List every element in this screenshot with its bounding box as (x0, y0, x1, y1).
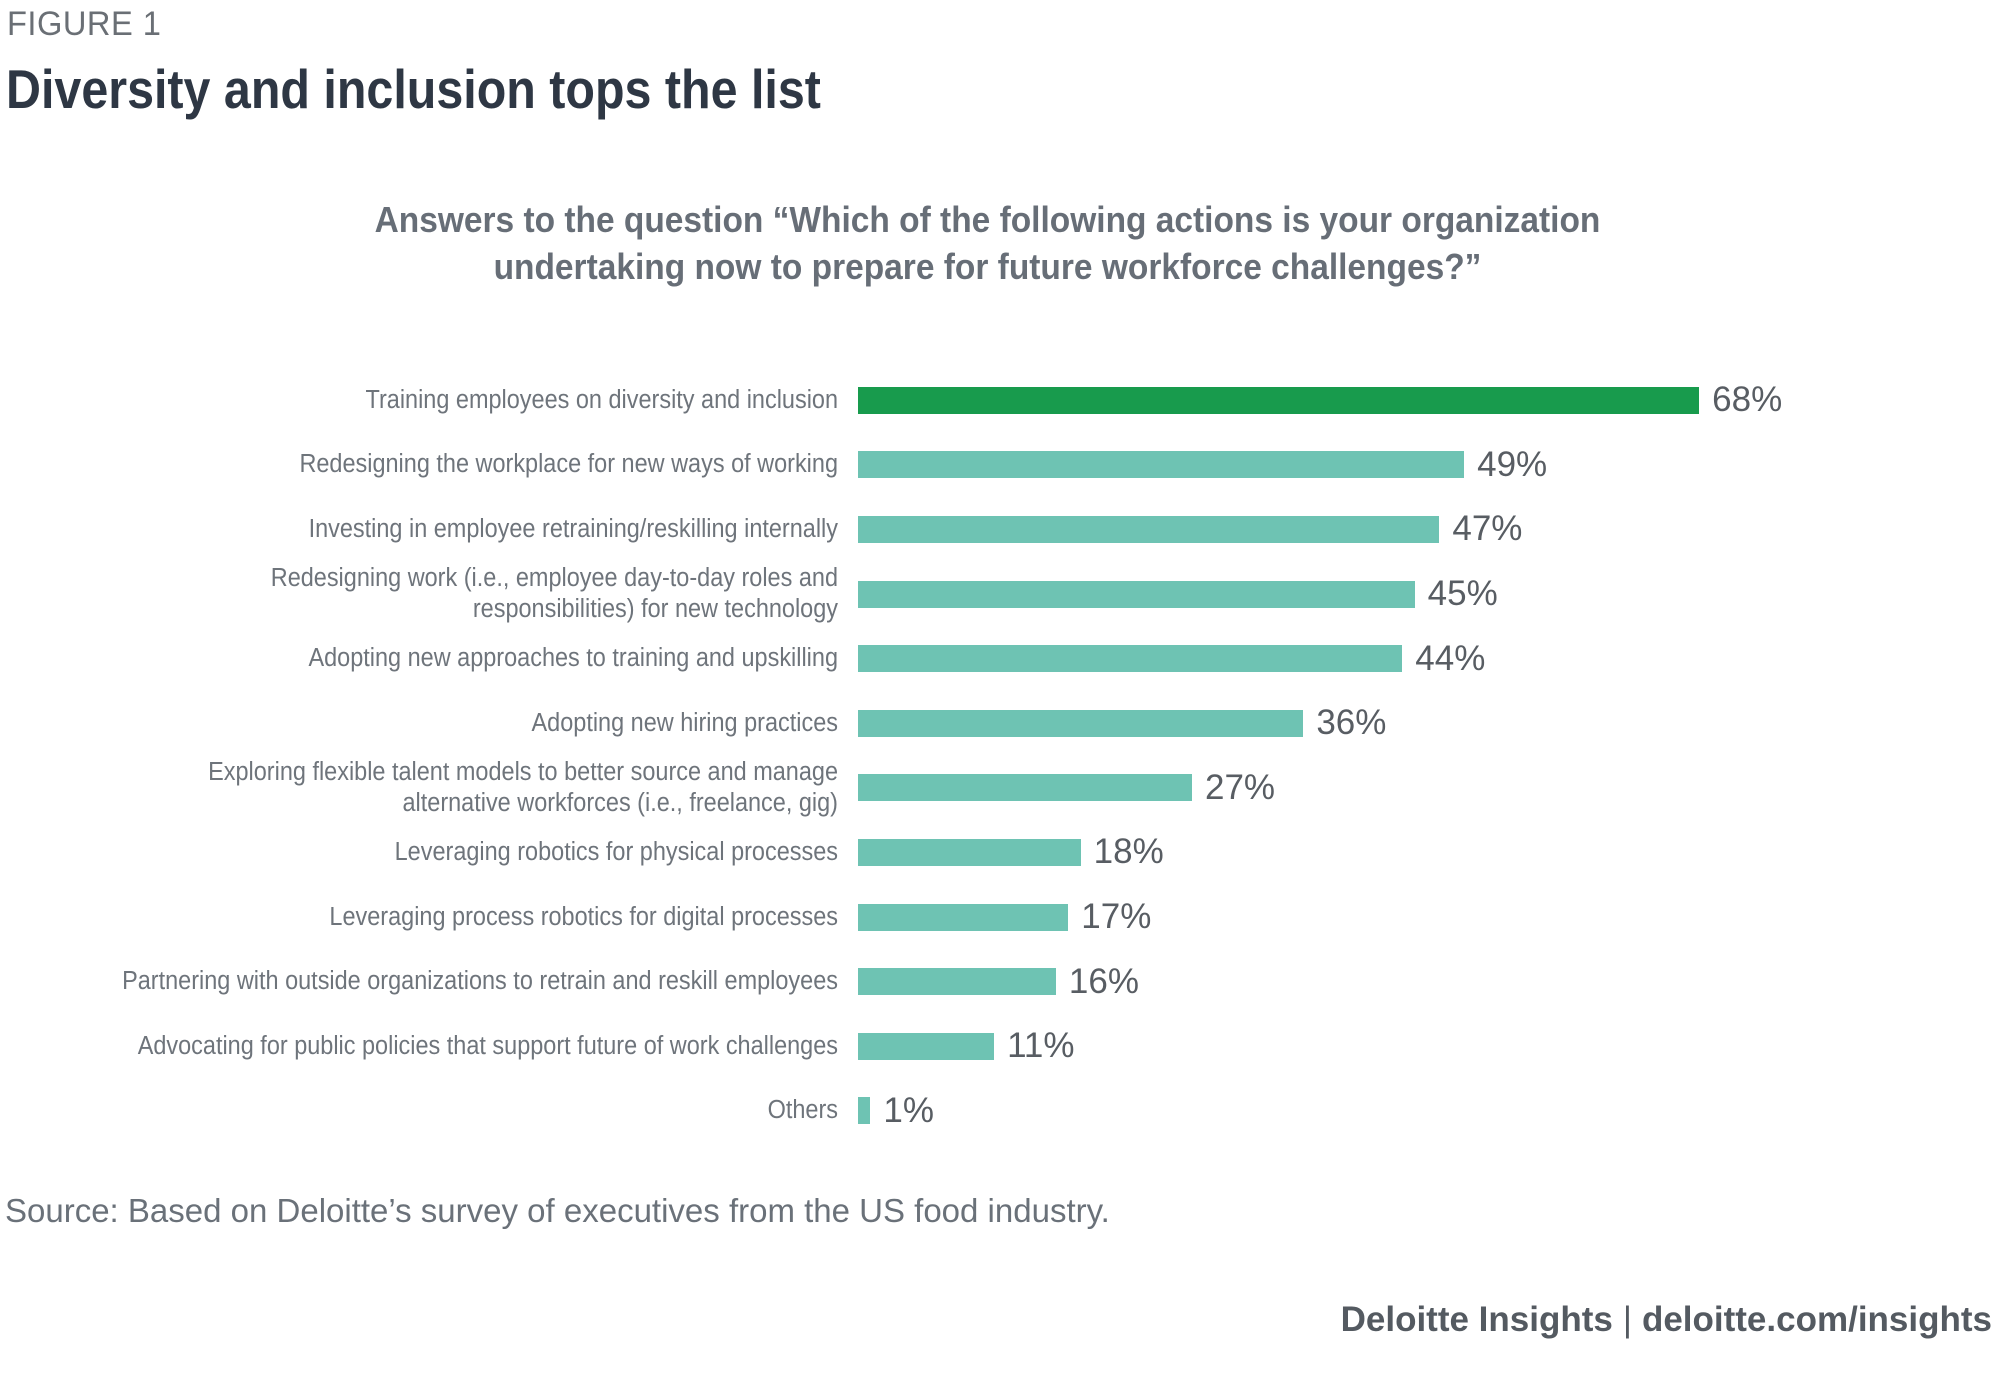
value-label: 68% (1712, 380, 1783, 420)
value-label: 47% (1452, 509, 1523, 549)
chart-row: Advocating for public policies that supp… (0, 1014, 2000, 1079)
bar (858, 1097, 871, 1125)
bar (858, 709, 1304, 737)
chart-subtitle-line-1: Answers to the question “Which of the fo… (374, 199, 1601, 240)
bar-chart: Training employees on diversity and incl… (0, 368, 2000, 1143)
chart-row: Others 1% (0, 1079, 2000, 1144)
chart-row: Training employees on diversity and incl… (0, 368, 2000, 433)
value-label: 49% (1477, 444, 1548, 484)
bar (858, 515, 1440, 543)
chart-row: Partnering with outside organizations to… (0, 949, 2000, 1014)
category-label-line: Exploring flexible talent models to bett… (208, 757, 839, 786)
bar (858, 968, 1056, 996)
bar (858, 451, 1465, 479)
chart-subtitle: Answers to the question “Which of the fo… (69, 196, 1906, 290)
footer-site: deloitte.com/insights (1641, 1300, 1992, 1339)
category-label: Adopting new approaches to training and … (67, 643, 838, 674)
chart-row: Redesigning the workplace for new ways o… (0, 433, 2000, 498)
category-label: Redesigning the workplace for new ways o… (67, 449, 838, 480)
page-title: Diversity and inclusion tops the list (6, 58, 821, 120)
category-label: Investing in employee retraining/reskill… (67, 514, 838, 545)
bar (858, 645, 1403, 673)
value-label: 45% (1427, 574, 1498, 614)
value-label: 17% (1081, 897, 1152, 937)
figure-label: FIGURE 1 (7, 5, 162, 43)
category-label-line: alternative workforces (i.e., freelance,… (402, 788, 838, 817)
category-label-line: Advocating for public policies that supp… (137, 1031, 838, 1060)
chart-subtitle-line-2: undertaking now to prepare for future wo… (493, 246, 1482, 287)
category-label-line: Redesigning work (i.e., employee day-to-… (270, 564, 838, 593)
bar (858, 838, 1081, 866)
category-label-line: Training employees on diversity and incl… (365, 385, 838, 414)
chart-row: Adopting new approaches to training and … (0, 626, 2000, 691)
category-label: Training employees on diversity and incl… (67, 385, 838, 416)
bar (858, 903, 1069, 931)
bar-highlighted (858, 386, 1700, 414)
category-label-line: Adopting new approaches to training and … (308, 644, 838, 673)
chart-row: Leveraging process robotics for digital … (0, 885, 2000, 950)
category-label: Adopting new hiring practices (67, 708, 838, 739)
category-label-line: Adopting new hiring practices (531, 708, 838, 737)
bar (858, 774, 1192, 802)
chart-row: Adopting new hiring practices 36% (0, 691, 2000, 756)
value-label: 36% (1316, 703, 1387, 743)
bar (858, 1032, 995, 1060)
category-label: Partnering with outside organizations to… (67, 966, 838, 997)
value-label: 11% (1007, 1026, 1075, 1066)
footer-attribution: Deloitte Insights | deloitte.com/insights (1341, 1300, 1992, 1340)
chart-row: Leveraging robotics for physical process… (0, 820, 2000, 885)
chart-row: Investing in employee retraining/reskill… (0, 497, 2000, 562)
value-label: 44% (1415, 638, 1486, 678)
source-note: Source: Based on Deloitte’s survey of ex… (5, 1192, 1110, 1229)
category-label-line: Leveraging robotics for physical process… (394, 837, 838, 866)
category-label: Leveraging process robotics for digital … (67, 902, 838, 933)
value-label: 18% (1093, 832, 1164, 872)
category-label: Leveraging robotics for physical process… (67, 837, 838, 868)
category-label-line: Others (767, 1096, 838, 1125)
value-label: 16% (1068, 961, 1139, 1001)
category-label-line: Leveraging process robotics for digital … (329, 902, 838, 931)
category-label-line: Partnering with outside organizations to… (122, 967, 839, 996)
category-label: Redesigning work (i.e., employee day-to-… (67, 563, 838, 625)
value-label: 1% (883, 1090, 934, 1130)
category-label: Advocating for public policies that supp… (67, 1031, 838, 1062)
bar (858, 580, 1415, 608)
footer-divider: | (1622, 1300, 1632, 1339)
category-label-line: Investing in employee retraining/reskill… (308, 514, 838, 543)
chart-row: Exploring flexible talent models to bett… (0, 756, 2000, 821)
category-label: Others (67, 1095, 838, 1126)
chart-row: Redesigning work (i.e., employee day-to-… (0, 562, 2000, 627)
category-label-line: Redesigning the workplace for new ways o… (299, 450, 838, 479)
category-label-line: responsibilities) for new technology (472, 595, 838, 624)
value-label: 27% (1204, 767, 1276, 807)
category-label: Exploring flexible talent models to bett… (67, 757, 838, 819)
footer-brand: Deloitte Insights (1340, 1300, 1613, 1339)
